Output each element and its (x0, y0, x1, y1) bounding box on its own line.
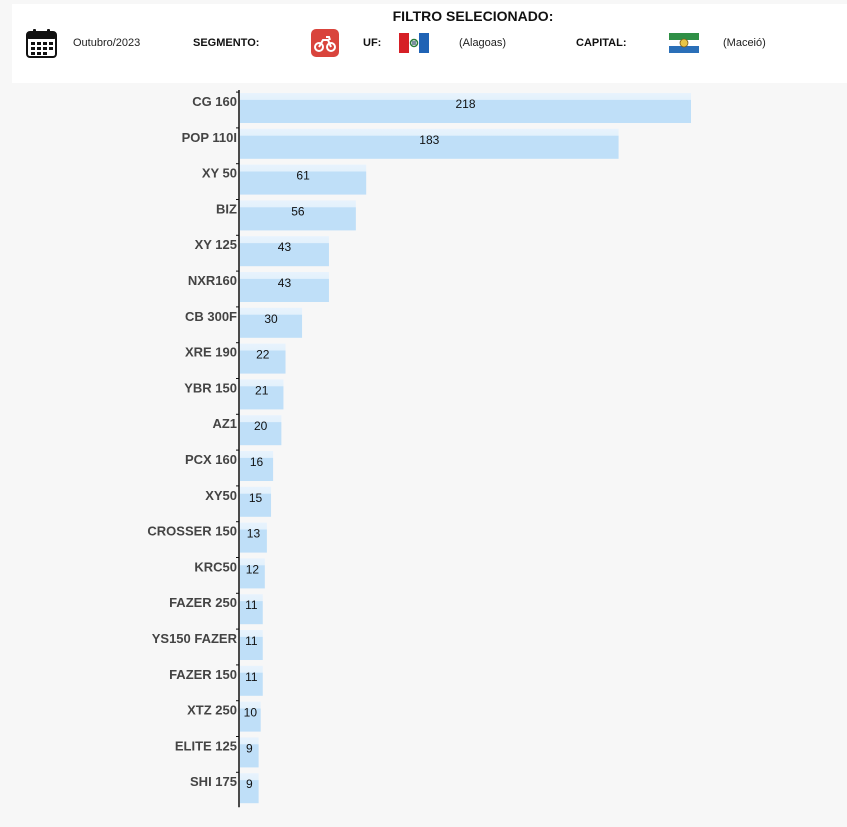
data-label: 16 (250, 455, 264, 469)
capital-label: CAPITAL: (576, 37, 627, 49)
bar[interactable] (240, 486, 272, 517)
category-label: CG 160 (192, 94, 237, 109)
category-label: SHI 175 (190, 774, 237, 789)
bar[interactable] (240, 737, 259, 768)
data-label: 43 (278, 276, 292, 290)
bar[interactable] (240, 200, 356, 231)
bar[interactable] (240, 665, 263, 696)
data-label: 10 (244, 706, 258, 720)
category-label: CROSSER 150 (147, 524, 237, 539)
alagoas-flag-icon (399, 28, 429, 58)
data-label: 9 (246, 741, 253, 755)
data-label: 21 (255, 383, 269, 397)
bar[interactable] (240, 93, 691, 123)
category-label: XTZ 250 (187, 703, 237, 718)
data-label: 11 (245, 598, 258, 612)
bar[interactable] (240, 701, 261, 732)
bar[interactable] (240, 594, 263, 625)
bar[interactable] (240, 272, 329, 302)
capital-value: (Maceió) (723, 37, 766, 49)
bar[interactable] (240, 630, 263, 660)
filter-row: Outubro/2023 SEGMENTO: UF: (Alagoas) (12, 28, 847, 58)
bar[interactable] (240, 415, 282, 446)
category-label: PCX 160 (185, 452, 237, 467)
bar[interactable] (240, 307, 303, 338)
maceio-flag-icon (669, 28, 699, 58)
category-label: XY 125 (195, 237, 237, 252)
filter-bar: FILTRO SELECIONADO: Outubro/2023 SEGMENT… (12, 4, 847, 83)
category-label: XY 50 (202, 166, 237, 181)
data-label: 15 (249, 491, 263, 505)
data-label: 30 (264, 312, 278, 326)
data-label: 43 (278, 240, 292, 254)
data-label: 13 (247, 527, 261, 541)
data-label: 20 (254, 419, 268, 433)
uf-value: (Alagoas) (459, 37, 507, 49)
motorcycle-icon[interactable] (311, 28, 339, 58)
data-label: 9 (246, 777, 253, 791)
category-label: FAZER 150 (169, 667, 237, 682)
bar[interactable] (240, 164, 367, 195)
segment-label: SEGMENTO: (193, 37, 260, 49)
bar[interactable] (240, 236, 329, 267)
bar-chart-svg: 218 183 61 56 43 43 30 22 21 20 16 15 13 12 11 11 11 10 9 9… (147, 90, 691, 808)
category-label: BIZ (216, 201, 237, 216)
bar[interactable] (240, 558, 265, 589)
data-label: 56 (291, 204, 305, 218)
bar-chart: 218 183 61 56 43 43 30 22 21 20 16 15 13 12 11 11 11 10 9 9… (0, 86, 847, 822)
category-label: POP 110I (182, 130, 237, 145)
category-label: YS150 FAZER (152, 631, 238, 646)
bar[interactable] (240, 379, 284, 410)
bar[interactable] (240, 128, 619, 159)
calendar-icon[interactable] (26, 28, 58, 58)
category-label: XY50 (205, 488, 237, 503)
bar[interactable] (240, 343, 286, 374)
period-value: Outubro/2023 (73, 37, 141, 49)
bar[interactable] (240, 451, 274, 481)
category-label: YBR 150 (184, 380, 237, 395)
category-label: ELITE 125 (175, 738, 237, 753)
data-label: 61 (296, 169, 310, 183)
data-label: 11 (245, 634, 258, 648)
category-label: NXR160 (188, 273, 237, 288)
category-label: AZ1 (212, 416, 237, 431)
data-label: 12 (246, 562, 260, 576)
data-label: 218 (455, 97, 475, 111)
data-label: 22 (256, 348, 270, 362)
bar[interactable] (240, 773, 259, 804)
data-label: 11 (245, 670, 258, 684)
category-label: XRE 190 (185, 345, 237, 360)
uf-label: UF: (363, 37, 382, 49)
category-label: FAZER 250 (169, 595, 237, 610)
data-label: 183 (419, 133, 439, 147)
category-label: KRC50 (194, 559, 237, 574)
category-label: CB 300F (185, 309, 237, 324)
filter-title: FILTRO SELECIONADO: (392, 8, 554, 24)
bar[interactable] (240, 522, 267, 553)
